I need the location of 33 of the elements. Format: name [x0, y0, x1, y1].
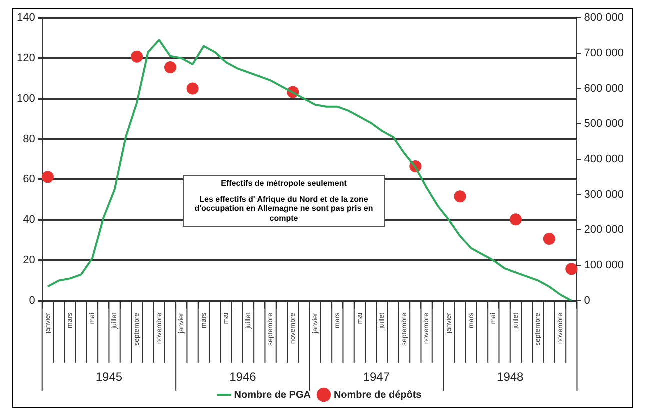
legend-label: Nombre de PGA: [234, 390, 311, 401]
text: 1946: [230, 370, 257, 384]
y-tick-label: 60: [23, 174, 36, 186]
y2-tick-label: 300 000: [584, 188, 624, 201]
y-tick-label: 40: [23, 214, 36, 226]
point: [42, 171, 54, 184]
y-tick-label: 80: [23, 133, 36, 146]
text: 1947: [363, 370, 390, 384]
annotation: Effectifs de métropole seulement: [220, 179, 348, 189]
y-tick-label: 100: [16, 92, 36, 105]
y2-tick-label: 600 000: [584, 82, 624, 95]
point: [510, 214, 522, 226]
point: [164, 62, 177, 74]
point: [543, 233, 556, 246]
y-tick-label: 140: [16, 12, 36, 24]
annotation: Les effectifs d' Afrique du Nord et de la zone d'occupation en Allemagne ne sont pas pris en compte: [194, 194, 374, 224]
y2-tick-label: 700 000: [584, 47, 624, 60]
y-tick-label: 120: [16, 52, 36, 64]
y2-tick-label: 800 000: [584, 12, 624, 24]
point: [566, 263, 578, 276]
point: [186, 82, 199, 95]
y2-tick-label: 100 000: [584, 260, 624, 272]
point: [454, 190, 466, 203]
y-tick-label: 20: [23, 254, 36, 267]
point: [131, 50, 144, 63]
y2-tick-label: 500 000: [584, 118, 624, 130]
legend-label: Nombre de dépôts: [334, 390, 422, 401]
y2-tick-label: 0: [584, 294, 590, 307]
y2-tick-label: 200 000: [584, 224, 624, 236]
y2-tick-label: 400 000: [584, 153, 624, 166]
y-tick-label: 0: [29, 294, 36, 307]
text: 1945: [96, 370, 123, 384]
text: 1948: [497, 370, 524, 384]
